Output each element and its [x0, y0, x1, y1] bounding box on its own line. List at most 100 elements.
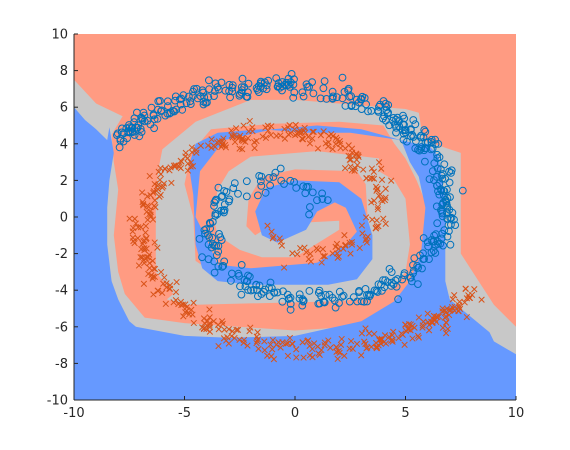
circle-point	[427, 236, 436, 244]
circle-point	[374, 280, 383, 289]
circle-point	[214, 262, 223, 271]
y-tick-label: -10	[47, 394, 68, 409]
cross-point	[378, 165, 385, 172]
cross-point	[456, 305, 464, 313]
cross-point	[161, 165, 169, 172]
circle-point	[408, 130, 417, 139]
cross-point	[306, 140, 314, 147]
cross-point	[246, 117, 253, 125]
cross-point	[329, 145, 336, 153]
cross-point	[380, 338, 388, 346]
circle-point	[432, 230, 440, 239]
cross-point	[285, 124, 292, 131]
circle-point	[286, 176, 295, 185]
circle-point	[212, 251, 221, 260]
cross-point	[333, 343, 340, 351]
cross-point	[426, 321, 433, 329]
cross-point	[359, 230, 366, 237]
cross-point	[262, 124, 269, 131]
circle-point	[434, 187, 442, 196]
circle-point	[266, 181, 275, 190]
cross-point	[442, 330, 450, 337]
cross-point	[395, 334, 402, 342]
circle-point	[306, 203, 314, 211]
circle-point	[345, 297, 354, 306]
cross-point	[445, 311, 453, 319]
circle-point	[338, 292, 347, 301]
cross-point	[360, 166, 367, 173]
circle-point	[394, 295, 403, 304]
cross-point	[142, 222, 150, 230]
circle-point	[193, 94, 202, 103]
cross-point	[282, 340, 290, 347]
circle-point	[211, 79, 220, 88]
circle-point	[244, 88, 252, 97]
circle-point	[322, 95, 331, 103]
cross-point	[278, 242, 286, 249]
cross-point	[141, 237, 148, 244]
circle-point	[220, 208, 228, 217]
circle-point	[357, 297, 366, 306]
circle-point	[237, 290, 246, 299]
circle-point	[254, 191, 262, 200]
circle-point	[393, 113, 402, 122]
circle-point	[313, 196, 321, 205]
circle-point	[149, 110, 158, 119]
cross-point	[304, 338, 311, 345]
circle-point	[381, 99, 390, 108]
cross-point	[444, 325, 451, 333]
cross-point	[293, 354, 300, 361]
circle-point	[377, 280, 385, 289]
cross-point	[329, 250, 336, 257]
cross-point	[137, 224, 145, 231]
cross-point	[327, 344, 334, 351]
circle-point	[379, 114, 387, 123]
circle-point	[393, 275, 402, 283]
cross-point	[146, 172, 153, 180]
cross-point	[462, 285, 469, 293]
cross-point	[371, 330, 378, 338]
cross-point	[291, 126, 298, 133]
cross-point	[314, 246, 322, 253]
circle-point	[242, 192, 251, 201]
cross-point	[251, 144, 258, 152]
cross-point	[206, 324, 213, 331]
cross-point	[188, 306, 195, 313]
cross-point	[407, 327, 414, 334]
circle-point	[323, 196, 332, 205]
cross-point	[381, 196, 389, 204]
cross-point	[399, 331, 406, 338]
circle-point	[331, 303, 340, 312]
circle-point	[230, 179, 239, 188]
cross-point	[141, 245, 148, 252]
cross-point	[341, 232, 348, 239]
cross-point	[150, 189, 157, 196]
cross-point	[219, 320, 226, 328]
circle-point	[210, 92, 218, 100]
circle-point	[436, 239, 445, 248]
cross-point	[347, 250, 354, 257]
cross-point	[325, 143, 332, 150]
cross-point	[220, 135, 227, 142]
circle-point	[423, 238, 432, 247]
circle-point	[237, 261, 246, 269]
circle-point	[229, 184, 238, 193]
cross-point	[228, 127, 235, 134]
circle-point	[399, 135, 408, 144]
circle-point	[214, 183, 223, 192]
circle-point	[285, 294, 293, 303]
circle-point	[433, 181, 442, 190]
cross-point	[430, 312, 438, 320]
circle-point	[447, 213, 456, 222]
cross-point	[353, 156, 360, 163]
circle-point	[399, 129, 408, 138]
circle-point	[234, 189, 242, 198]
cross-point	[348, 167, 355, 174]
cross-point	[268, 228, 275, 235]
cross-point	[135, 262, 143, 269]
cross-point	[370, 175, 378, 182]
cross-point	[335, 347, 342, 355]
cross-point	[146, 259, 153, 267]
cross-point	[149, 273, 157, 280]
